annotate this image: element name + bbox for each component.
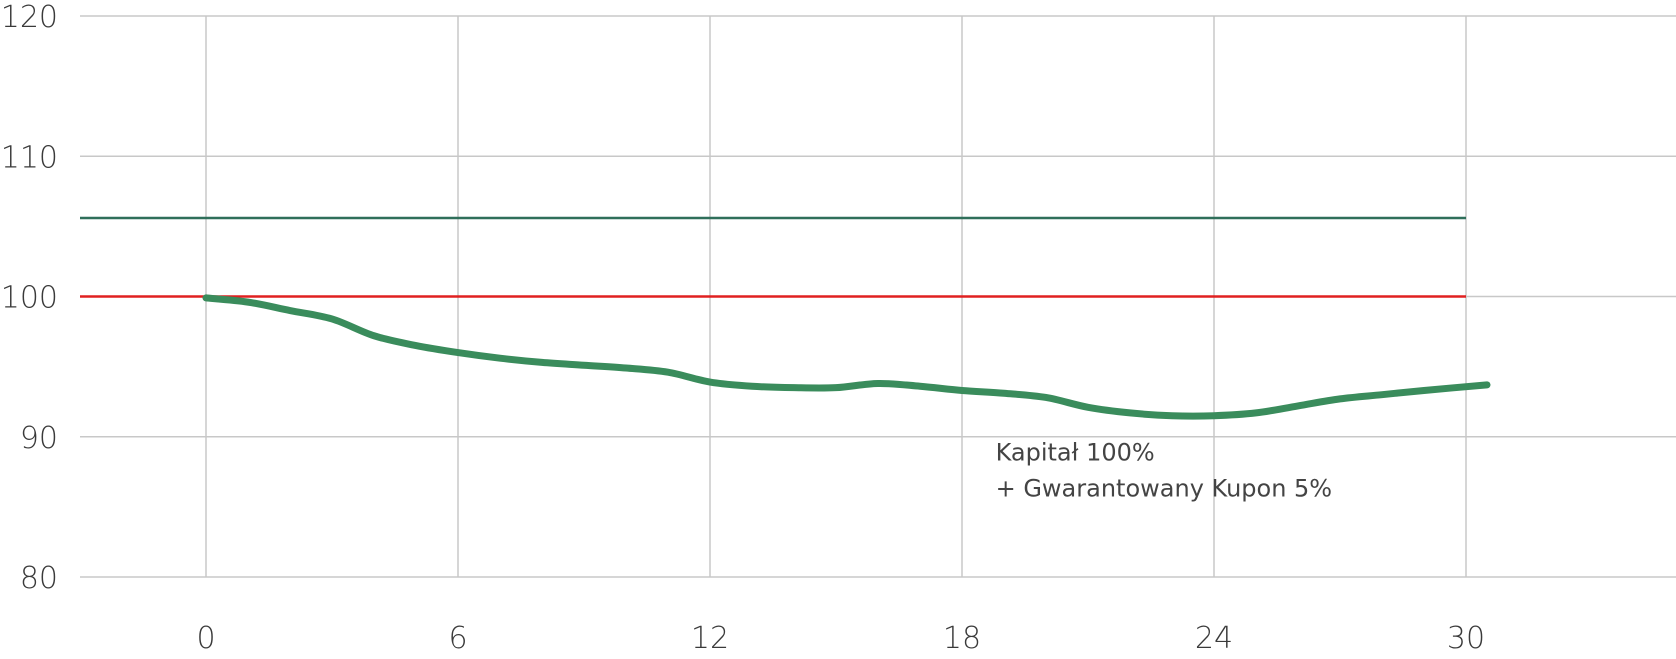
y-tick-label: 120 [1,0,58,35]
x-tick-label: 18 [943,621,981,656]
x-tick-label: 6 [448,621,467,656]
annotation-text: + Gwarantowany Kupon 5% [996,475,1333,503]
y-tick-label: 90 [20,421,58,456]
reference-lines [80,216,1466,298]
y-tick-label: 80 [20,561,58,596]
annotations: Kapitał 100% + Gwarantowany Kupon 5% [996,439,1333,503]
annotation-text: Kapitał 100% [996,439,1155,467]
series-lines [202,294,1491,420]
y-tick-labels: 80 90 100 110 120 [1,0,58,596]
x-tick-label: 30 [1447,621,1485,656]
x-tick-label: 24 [1195,621,1233,656]
y-tick-label: 100 [1,281,58,316]
x-tick-labels: 0 6 12 18 24 30 [196,621,1485,656]
y-tick-label: 110 [1,140,58,175]
x-tick-label: 0 [196,621,215,656]
series-line [202,294,1491,420]
x-tick-label: 12 [691,621,729,656]
